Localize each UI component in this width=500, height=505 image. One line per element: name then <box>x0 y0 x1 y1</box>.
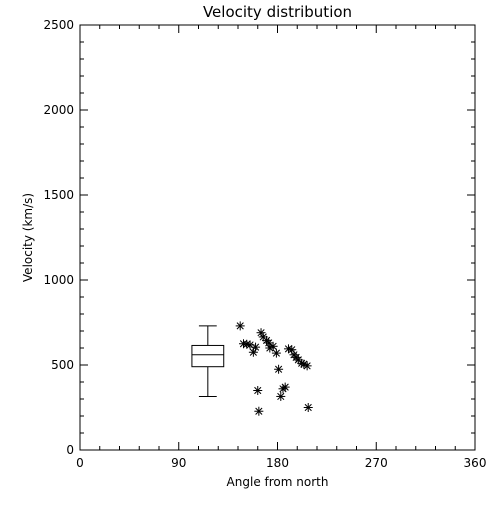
asterisk-stroke <box>288 346 296 354</box>
data-point <box>254 406 264 416</box>
asterisk-stroke <box>281 383 289 391</box>
y-tick-label: 500 <box>51 358 74 372</box>
asterisk-stroke <box>294 356 302 364</box>
asterisk-stroke <box>236 322 244 330</box>
y-tick-label: 1500 <box>43 188 74 202</box>
x-tick-label: 0 <box>76 456 84 470</box>
data-point <box>271 348 281 358</box>
asterisk-stroke <box>243 340 251 348</box>
scatter-points <box>235 321 313 416</box>
data-point <box>302 361 312 371</box>
x-tick-label: 90 <box>171 456 186 470</box>
asterisk-stroke <box>239 340 248 348</box>
y-tick-label: 0 <box>66 443 74 457</box>
data-point <box>276 391 286 401</box>
x-tick-label: 180 <box>266 456 289 470</box>
asterisk-stroke <box>284 345 293 353</box>
x-tick-labels: 0 90 180 270 360 <box>76 456 486 470</box>
x-axis-title: Angle from north <box>227 475 329 489</box>
data-point <box>235 321 245 331</box>
y-tick-labels: 0 500 1000 1500 2000 2500 <box>43 18 74 457</box>
data-point <box>303 403 313 412</box>
x-tick-label: 360 <box>464 456 487 470</box>
y-tick-label: 2500 <box>43 18 74 32</box>
asterisk-stroke <box>303 362 311 370</box>
data-point <box>251 342 261 352</box>
data-point <box>280 382 290 392</box>
plot-frame <box>79 24 476 451</box>
axis-ticks <box>79 24 476 451</box>
data-point <box>242 339 252 349</box>
asterisk-stroke <box>275 365 283 373</box>
asterisk-stroke <box>269 342 277 350</box>
boxplot <box>191 325 225 397</box>
asterisk-stroke <box>259 333 267 341</box>
asterisk-stroke <box>246 341 254 349</box>
asterisk-stroke <box>277 392 285 401</box>
chart-title: Velocity distribution <box>203 3 352 21</box>
asterisk-stroke <box>254 386 262 395</box>
y-axis-title: Velocity (km/s) <box>21 193 35 282</box>
asterisk-stroke <box>272 349 280 357</box>
data-point <box>253 386 263 395</box>
y-tick-label: 2000 <box>43 103 74 117</box>
data-point <box>274 364 284 374</box>
asterisk-stroke <box>251 343 260 351</box>
boxplot-box <box>191 344 225 368</box>
asterisk-stroke <box>304 403 312 412</box>
asterisk-stroke <box>255 407 263 415</box>
data-point <box>268 341 278 351</box>
x-tick-label: 270 <box>365 456 388 470</box>
asterisk-stroke <box>257 329 265 337</box>
asterisk-stroke <box>300 360 308 368</box>
y-tick-label: 1000 <box>43 273 74 287</box>
